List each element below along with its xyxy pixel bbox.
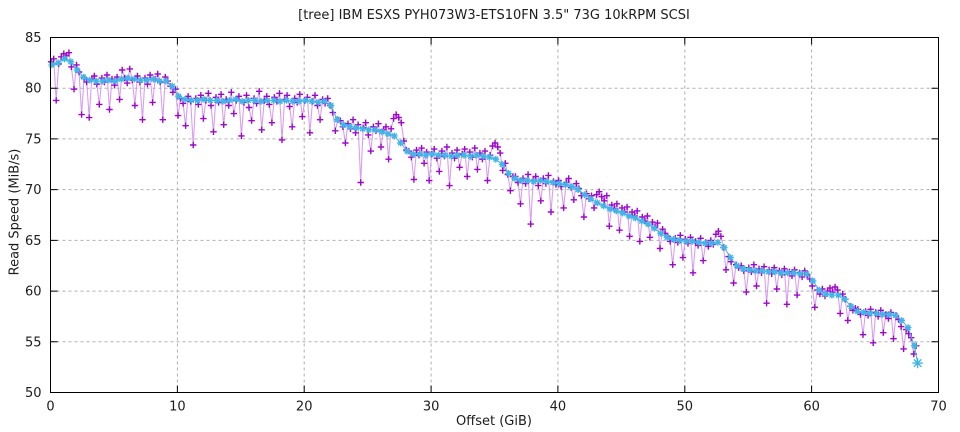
svg-text:50: 50: [25, 386, 42, 401]
y-axis-tick-labels: 50 55 60 65 70 75 80 85: [25, 31, 42, 401]
svg-text:40: 40: [550, 400, 567, 415]
svg-text:60: 60: [25, 285, 42, 300]
svg-text:50: 50: [677, 400, 694, 415]
svg-text:75: 75: [25, 132, 42, 147]
svg-text:30: 30: [423, 400, 440, 415]
svg-text:0: 0: [46, 400, 54, 415]
plot-border: [50, 37, 939, 393]
svg-text:80: 80: [25, 82, 42, 97]
svg-text:20: 20: [296, 400, 313, 415]
x-axis-tick-labels: 0 10 20 30 40 50 60 70: [46, 400, 946, 415]
chart-title: [tree] IBM ESXS PYH073W3-ETS10FN 3.5" 73…: [298, 8, 690, 23]
svg-text:65: 65: [25, 234, 42, 249]
svg-text:85: 85: [25, 31, 42, 46]
svg-text:55: 55: [25, 335, 42, 350]
svg-text:10: 10: [169, 400, 186, 415]
axis-ticks: [50, 37, 939, 393]
x-axis-label: Offset (GiB): [456, 414, 532, 429]
smoothed-series: [48, 55, 923, 369]
svg-text:70: 70: [25, 183, 42, 198]
gridlines: [50, 37, 939, 393]
svg-text:60: 60: [803, 400, 820, 415]
svg-text:70: 70: [930, 400, 947, 415]
